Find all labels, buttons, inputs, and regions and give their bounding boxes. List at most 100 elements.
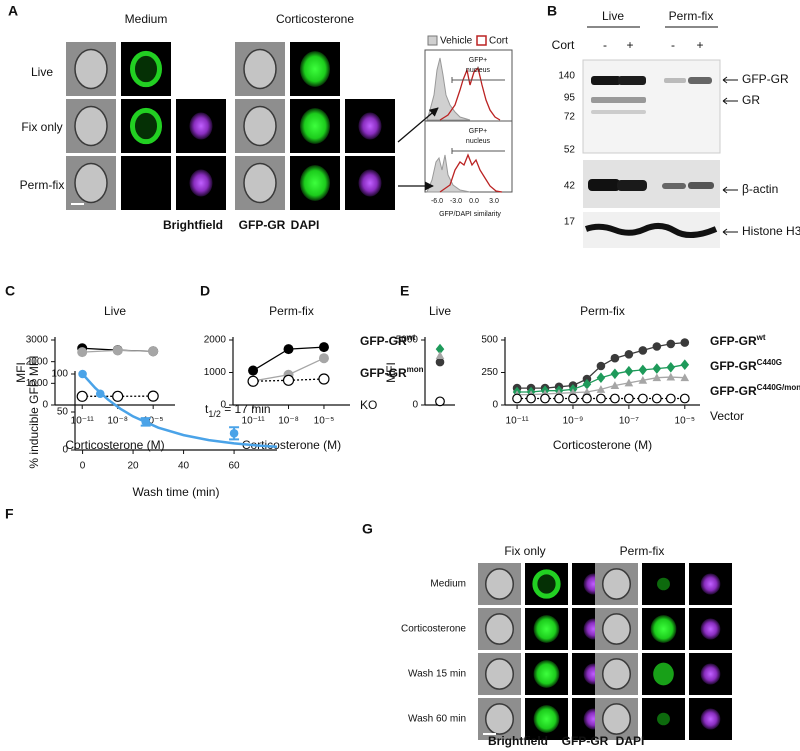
row-label: Fix only bbox=[21, 120, 62, 134]
hist-tick-label: -6.0 bbox=[431, 198, 443, 205]
marker-label: 42 bbox=[564, 181, 576, 192]
legend-label: Cort bbox=[489, 36, 508, 47]
gfp-signal bbox=[532, 569, 561, 599]
point bbox=[582, 393, 592, 404]
point bbox=[318, 373, 330, 385]
point bbox=[435, 396, 445, 407]
channel-label: GFP-GR bbox=[562, 734, 609, 748]
blot bbox=[582, 59, 721, 154]
group-label: Live bbox=[602, 9, 624, 23]
point bbox=[282, 374, 295, 386]
band bbox=[584, 223, 718, 238]
chart-title: Perm-fix bbox=[580, 304, 625, 318]
histograms bbox=[397, 35, 513, 193]
cell bbox=[243, 105, 277, 147]
panel-letter: D bbox=[200, 283, 210, 299]
point bbox=[679, 393, 690, 404]
annotation-rest: = 17 min bbox=[221, 402, 271, 416]
band-label: GR bbox=[742, 93, 760, 107]
point bbox=[435, 351, 445, 360]
channel-label: Brightfield bbox=[163, 218, 223, 232]
point bbox=[680, 338, 690, 347]
y-axis-label: % inducible GFP MFI bbox=[27, 355, 41, 468]
legend-sup: C440G/mon bbox=[757, 383, 800, 392]
point bbox=[283, 344, 294, 355]
dapi-signal bbox=[700, 663, 721, 685]
hist-cort bbox=[439, 153, 503, 193]
x-tick-label: 10⁻⁸ bbox=[278, 416, 299, 427]
annotation-sub: 1/2 bbox=[208, 409, 221, 419]
legend-label: GFP-GRmon bbox=[360, 365, 424, 381]
point bbox=[147, 390, 159, 402]
marker-label: 140 bbox=[558, 71, 575, 82]
hist-axis-label: GFP/DAPI similarity bbox=[439, 211, 501, 218]
point bbox=[623, 393, 634, 404]
cell bbox=[74, 105, 108, 147]
legend-label: Vector bbox=[710, 409, 744, 423]
y-tick-label: 0 bbox=[220, 400, 226, 411]
panel-letter: F bbox=[5, 506, 14, 522]
x-tick-label: 60 bbox=[229, 461, 241, 472]
panel-letter: A bbox=[8, 3, 18, 19]
point bbox=[666, 362, 676, 373]
point bbox=[652, 373, 662, 382]
point bbox=[435, 357, 445, 367]
gfp-signal bbox=[533, 660, 560, 688]
panel-letter: G bbox=[362, 521, 373, 537]
lane-label: - bbox=[671, 38, 675, 52]
legend-label: GFP-GRC440G/mon bbox=[710, 383, 800, 399]
y-tick-label: 1000 bbox=[26, 378, 49, 389]
gfp-signal bbox=[657, 712, 670, 726]
point bbox=[651, 393, 662, 404]
point bbox=[596, 361, 606, 371]
point bbox=[512, 393, 522, 404]
band bbox=[617, 180, 647, 191]
point bbox=[638, 346, 648, 355]
annotation: t1/2 = 17 min bbox=[205, 402, 271, 419]
point bbox=[77, 347, 88, 358]
band-arrow-heads bbox=[722, 76, 728, 236]
dapi-signal bbox=[189, 169, 213, 197]
annotation-text: t bbox=[205, 402, 209, 416]
gfp-signal bbox=[533, 705, 560, 733]
point bbox=[148, 346, 159, 357]
point bbox=[318, 342, 329, 353]
hist-cort bbox=[439, 66, 501, 121]
point bbox=[637, 393, 648, 404]
x-axis-label: Wash time (min) bbox=[133, 485, 220, 499]
point bbox=[596, 393, 606, 404]
legend-label: KO bbox=[360, 398, 377, 412]
cell bbox=[601, 613, 632, 645]
legend-name: KO bbox=[360, 398, 377, 412]
point bbox=[624, 365, 634, 377]
cell bbox=[484, 568, 515, 600]
gfp-signal bbox=[300, 165, 330, 201]
y-axis-label: MFI bbox=[384, 362, 398, 383]
cell bbox=[484, 613, 515, 645]
dapi-signal bbox=[189, 112, 213, 140]
legend-name: GFP-GR bbox=[710, 334, 757, 348]
legend-swatch bbox=[427, 35, 438, 46]
marker-label: 72 bbox=[564, 112, 576, 123]
y-tick-label: 100 bbox=[51, 369, 68, 380]
point bbox=[78, 369, 87, 379]
y-tick-label: 2000 bbox=[26, 356, 49, 367]
point bbox=[554, 393, 564, 404]
point bbox=[526, 393, 536, 404]
hist-tick-label: 3.0 bbox=[489, 198, 499, 205]
cell bbox=[74, 48, 108, 90]
row-label: Perm-fix bbox=[20, 178, 65, 192]
x-tick-label: 0 bbox=[80, 461, 86, 472]
chart-title: Perm-fix bbox=[269, 304, 314, 318]
channel-label: DAPI bbox=[291, 218, 320, 232]
point bbox=[596, 385, 606, 393]
legend-name: GFP-GR bbox=[710, 384, 757, 398]
row-label: Medium bbox=[430, 579, 466, 590]
column-header: Corticosterone bbox=[276, 12, 354, 26]
panel-letter: E bbox=[400, 283, 409, 299]
point bbox=[610, 368, 620, 380]
point bbox=[435, 343, 445, 355]
micro-tile bbox=[121, 156, 171, 210]
legend-name: GFP-GR bbox=[360, 366, 407, 380]
